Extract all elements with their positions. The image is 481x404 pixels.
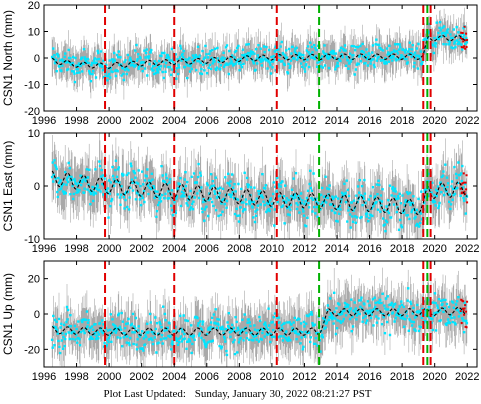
observation-points bbox=[50, 287, 469, 357]
late-observation-marks bbox=[459, 172, 469, 204]
y-tick-label: -20 bbox=[24, 106, 40, 118]
x-tick-label: 2016 bbox=[357, 371, 381, 383]
model-line bbox=[51, 306, 468, 336]
y-tick-label: 10 bbox=[28, 27, 40, 39]
plot-area bbox=[50, 133, 469, 239]
event-lines bbox=[104, 5, 432, 111]
model-line bbox=[51, 34, 468, 69]
x-tick-label: 2002 bbox=[129, 115, 153, 127]
x-tick-label: 2014 bbox=[325, 243, 349, 255]
x-tick-label: 1998 bbox=[64, 243, 88, 255]
x-tick-label: 2012 bbox=[292, 115, 316, 127]
x-tick-label: 2010 bbox=[260, 371, 284, 383]
panel-2: 1996 1998 2000 2002 2004 2006 2008 2010 2012 2014… bbox=[1, 128, 479, 255]
plot-area bbox=[50, 261, 469, 367]
x-tick-label: 2012 bbox=[292, 371, 316, 383]
late-observation-points bbox=[459, 298, 469, 329]
x-tick-label: 2020 bbox=[422, 371, 446, 383]
event-lines bbox=[104, 133, 432, 239]
x-tick-label: 2010 bbox=[260, 115, 284, 127]
x-tick-label: 1996 bbox=[32, 115, 56, 127]
x-tick-label: 1996 bbox=[32, 371, 56, 383]
x-tick-label: 2000 bbox=[97, 115, 121, 127]
footer: Plot Last Updated: Sunday, January 30, 2… bbox=[0, 388, 481, 400]
x-tick-label: 2004 bbox=[162, 371, 186, 383]
panel-3: 1996 1998 2000 2002 2004 2006 2008 2010 2012 2014… bbox=[1, 260, 479, 383]
x-tick-label: 2006 bbox=[195, 243, 219, 255]
x-tick-label: 2018 bbox=[390, 371, 414, 383]
observation-marks bbox=[50, 21, 469, 84]
y-tick-label: -10 bbox=[24, 234, 40, 246]
observation-marks bbox=[50, 159, 469, 233]
x-tick-label: 1998 bbox=[64, 371, 88, 383]
error-bars bbox=[51, 267, 468, 367]
y-tick-label: 20 bbox=[28, 0, 40, 12]
x-tick-label: 2022 bbox=[455, 115, 479, 127]
observation-points bbox=[50, 21, 469, 84]
x-tick-label: 2022 bbox=[455, 243, 479, 255]
x-tick-label: 2012 bbox=[292, 243, 316, 255]
y-tick-label: 10 bbox=[28, 128, 40, 140]
y-tick-label: 0 bbox=[34, 53, 40, 65]
x-tick-label: 2008 bbox=[227, 115, 251, 127]
observation-points bbox=[50, 159, 469, 233]
late-observation-points bbox=[459, 172, 469, 204]
x-tick-label: 2014 bbox=[325, 371, 349, 383]
y-axis-label: CSN1 North (mm) bbox=[1, 10, 15, 106]
y-axis-label: CSN1 East (mm) bbox=[1, 141, 15, 232]
x-tick-label: 1996 bbox=[32, 243, 56, 255]
model-line bbox=[51, 170, 468, 215]
x-tick-label: 2018 bbox=[390, 243, 414, 255]
late-observation-marks bbox=[459, 298, 469, 329]
x-tick-label: 2020 bbox=[422, 115, 446, 127]
x-tick-label: 2000 bbox=[97, 243, 121, 255]
y-tick-label: 20 bbox=[28, 274, 40, 286]
x-tick-label: 2002 bbox=[129, 243, 153, 255]
x-tick-label: 2020 bbox=[422, 243, 446, 255]
x-tick-label: 2006 bbox=[195, 115, 219, 127]
gps-timeseries-figure: 1996 1998 2000 2002 2004 2006 2008 2010 2012 2014… bbox=[1, 0, 479, 383]
x-tick-label: 2006 bbox=[195, 371, 219, 383]
x-tick-label: 2016 bbox=[357, 115, 381, 127]
y-tick-label: 0 bbox=[34, 309, 40, 321]
x-tick-label: 2016 bbox=[357, 243, 381, 255]
y-axis-label: CSN1 Up (mm) bbox=[1, 273, 15, 355]
x-tick-label: 2018 bbox=[390, 115, 414, 127]
x-tick-label: 2004 bbox=[162, 115, 186, 127]
error-bar-lines bbox=[51, 267, 468, 367]
x-tick-label: 2000 bbox=[97, 371, 121, 383]
x-tick-label: 2022 bbox=[455, 371, 479, 383]
x-tick-label: 1998 bbox=[64, 115, 88, 127]
event-lines bbox=[104, 261, 432, 367]
x-tick-label: 2004 bbox=[162, 243, 186, 255]
plot-area bbox=[50, 5, 469, 111]
late-observation-marks bbox=[459, 25, 469, 50]
panel-1: 1996 1998 2000 2002 2004 2006 2008 2010 2012 2014… bbox=[1, 0, 479, 127]
y-tick-label: -10 bbox=[24, 80, 40, 92]
y-tick-label: -20 bbox=[24, 344, 40, 356]
x-tick-label: 2002 bbox=[129, 371, 153, 383]
late-observation-points bbox=[459, 25, 469, 50]
observation-marks bbox=[50, 287, 469, 357]
x-tick-label: 2014 bbox=[325, 115, 349, 127]
y-tick-label: 0 bbox=[34, 181, 40, 193]
footer-timestamp: Sunday, January 30, 2022 08:21:27 PST bbox=[194, 388, 372, 400]
x-tick-label: 2008 bbox=[227, 371, 251, 383]
x-tick-label: 2008 bbox=[227, 243, 251, 255]
footer-label: Plot Last Updated: bbox=[103, 388, 186, 400]
x-tick-label: 2010 bbox=[260, 243, 284, 255]
